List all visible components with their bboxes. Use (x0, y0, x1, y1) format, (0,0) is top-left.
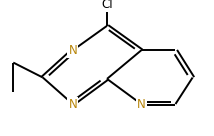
Text: Cl: Cl (101, 0, 113, 11)
Text: N: N (68, 98, 77, 111)
Text: N: N (137, 98, 146, 111)
Text: N: N (68, 44, 77, 57)
